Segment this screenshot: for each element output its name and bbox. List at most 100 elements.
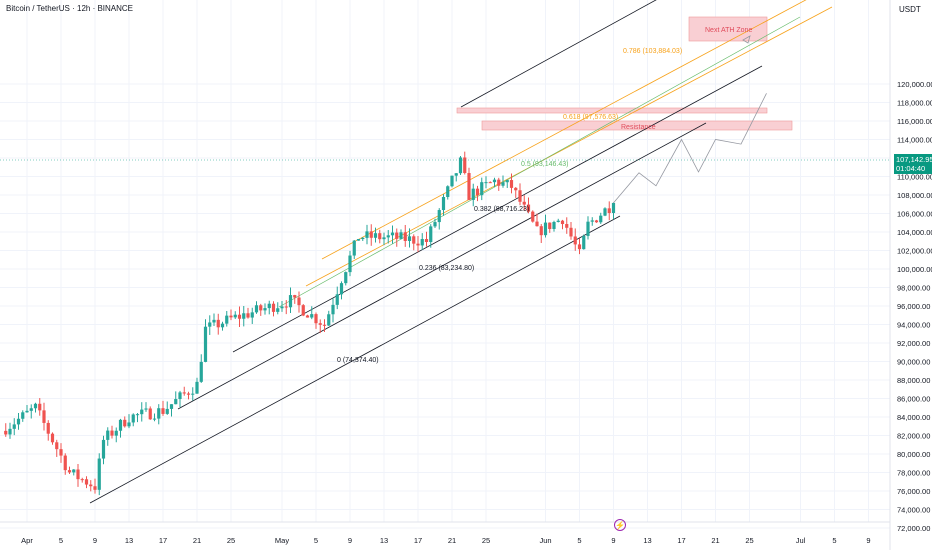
channel-upper-line[interactable] (460, 0, 665, 108)
candle-body (348, 255, 352, 273)
ath-zone[interactable] (688, 16, 768, 42)
candle-body (356, 239, 361, 241)
candle-body (382, 237, 386, 240)
fib-0786-label: 0.786 (103,884.03) (623, 48, 682, 55)
price-tick-label: 104,000.00 (897, 228, 932, 237)
candle-body (63, 455, 67, 471)
candle-body (552, 221, 556, 229)
candle-body (441, 196, 446, 211)
current-price-badge: 107,142.95 01:04:40 (894, 154, 932, 174)
candle-body (420, 239, 424, 246)
candle-body (16, 418, 21, 425)
candle-body (55, 442, 59, 450)
price-tick-label: 106,000.00 (897, 210, 932, 219)
candle-body (586, 221, 590, 236)
swing-high-zone[interactable] (456, 107, 768, 114)
candle-body (161, 408, 165, 414)
price-tick-label: 94,000.00 (897, 321, 930, 330)
fib-0618-label: 0.618 (97,576.63) (563, 114, 618, 121)
fib-0786-line[interactable] (321, 0, 815, 260)
candle-body (526, 204, 531, 212)
price-tick-label: 116,000.00 (897, 117, 932, 126)
candle-body (101, 439, 106, 459)
candle-body (301, 305, 305, 316)
symbol-header: Bitcoin / TetherUS · 12h · BINANCE (6, 4, 134, 13)
candle-body (246, 313, 250, 318)
fib-0236-line[interactable] (177, 122, 707, 410)
candle-body (29, 408, 33, 411)
candle-body (548, 222, 552, 229)
time-tick-label: 5 (314, 536, 318, 545)
candle-body (216, 319, 220, 328)
price-tick-label: 108,000.00 (897, 191, 932, 200)
candle-body (259, 305, 263, 311)
candle-body (322, 324, 327, 326)
candle-body (93, 486, 97, 490)
resistance-zone[interactable] (481, 120, 793, 131)
candle-body (174, 399, 178, 405)
time-tick-label: 21 (448, 536, 456, 545)
candle-body (509, 180, 514, 188)
time-tick-label: 17 (414, 536, 422, 545)
candle-body (195, 381, 199, 394)
candle-body (399, 232, 403, 239)
time-tick-label: 9 (866, 536, 870, 545)
candle-body (229, 315, 233, 318)
candle-body (280, 306, 284, 309)
projection-path[interactable] (613, 93, 767, 204)
candle-body (467, 173, 471, 200)
candle-body (331, 304, 335, 315)
ath-zone-label: Next ATH Zone (705, 27, 752, 34)
candle-body (407, 236, 412, 241)
candle-body (373, 233, 378, 238)
candle-body (433, 222, 437, 227)
fib-05-line[interactable] (278, 16, 801, 308)
candle-body (237, 314, 242, 319)
price-tick-label: 88,000.00 (897, 376, 930, 385)
price-tick-label: 72,000.00 (897, 524, 930, 533)
candle-body (25, 410, 29, 413)
fib-0-label: 0 (74,374.40) (337, 357, 379, 364)
fib-0382-line[interactable] (232, 65, 763, 353)
time-axis[interactable]: Apr 5 9 13 17 21 25 May 5 9 13 17 21 25 Jun 5 9 13 17 21 25 J… (21, 536, 870, 545)
candle-body (97, 458, 101, 490)
candle-body (501, 182, 505, 186)
candle-body (89, 484, 93, 487)
channel-lines[interactable] (89, 0, 833, 504)
candle-body (543, 222, 548, 236)
candle-body (12, 424, 16, 429)
candle-body (339, 283, 344, 295)
time-tick-label: 17 (159, 536, 167, 545)
candle-body (556, 220, 560, 222)
price-tick-label: 84,000.00 (897, 413, 930, 422)
time-tick-label: 9 (93, 536, 97, 545)
candle-body (148, 408, 152, 420)
price-tick-label: 82,000.00 (897, 432, 930, 441)
candle-body (484, 182, 488, 184)
projection-arrowhead (742, 35, 751, 44)
price-tick-label: 92,000.00 (897, 339, 930, 348)
price-tick-label: 120,000.00 (897, 80, 932, 89)
price-tick-label: 118,000.00 (897, 99, 932, 108)
candle-body (152, 418, 157, 420)
candle-body (590, 220, 594, 222)
lightning-icon[interactable]: ⚡ (614, 519, 626, 531)
price-tick-label: 90,000.00 (897, 358, 930, 367)
candle-body (582, 235, 586, 250)
fib-0-line[interactable] (89, 215, 621, 504)
candle-body (514, 187, 518, 191)
bar-countdown: 01:04:40 (896, 164, 926, 173)
fib-0618-line[interactable] (305, 6, 833, 287)
candle-body (123, 419, 127, 427)
candle-body (288, 295, 293, 308)
candle-body (157, 408, 161, 419)
candle-body (165, 408, 169, 414)
candle-body (480, 182, 484, 196)
time-tick-label: 5 (577, 536, 581, 545)
price-axis[interactable]: 72,000.00 74,000.00 76,000.00 78,000.00 80,0… (897, 80, 932, 533)
time-tick-label: 25 (482, 536, 490, 545)
candle-body (403, 232, 407, 241)
candle-body (182, 392, 186, 394)
candle-body (84, 479, 89, 485)
